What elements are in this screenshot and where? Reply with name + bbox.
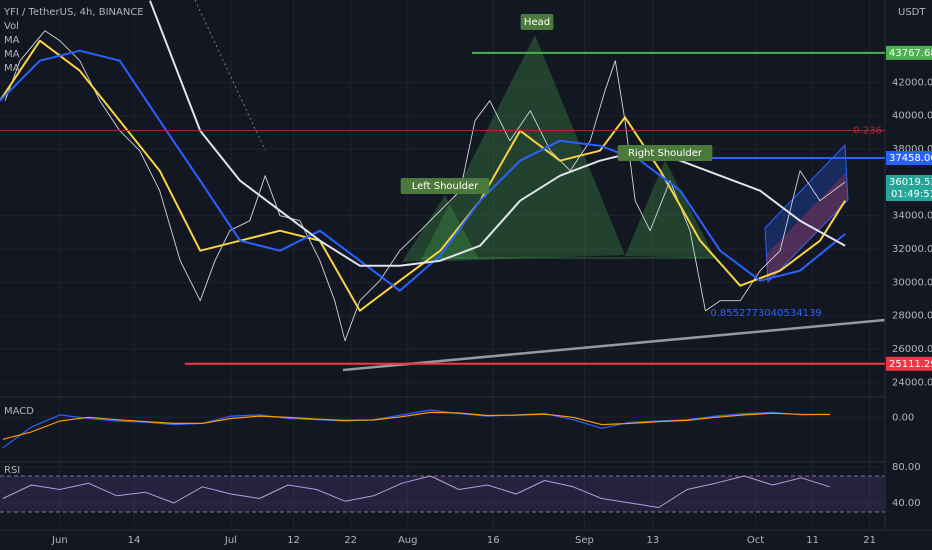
macd-title: MACD (4, 406, 34, 417)
y-tick-label: 24000.00 (892, 377, 932, 388)
x-tick-label: Jul (224, 535, 237, 546)
y-tick-label: 42000.00 (892, 77, 932, 88)
labels: Jun 14 Jul 12 22 Aug 16 Sep 13 Oct 11 21 24000.00 260… (51, 14, 932, 546)
price-level-tag (886, 356, 932, 371)
y-tick-label: 80.00 (892, 462, 921, 473)
grid (0, 0, 885, 530)
dotted-line (194, 0, 266, 151)
right-shoulder-triangle (625, 160, 715, 258)
annotation: Head (524, 17, 550, 28)
legend-ma: MA (4, 35, 20, 46)
x-tick-label: Sep (575, 535, 594, 546)
annotation: 0.8552773040534139 (710, 308, 821, 319)
x-tick-label: 21 (863, 535, 876, 546)
y-tick-label: 32000.00 (892, 244, 932, 255)
marks (0, 0, 885, 508)
channel-lower (766, 172, 848, 282)
price-level-tag (886, 45, 932, 60)
annotation-box (617, 145, 713, 161)
head-triangle (420, 35, 625, 262)
x-tick-label: 11 (806, 535, 819, 546)
x-tick-label: Oct (747, 535, 764, 546)
price-level-tag (886, 151, 932, 166)
series-line (4, 30, 846, 342)
symbol-title: YFI / TetherUS, 4h, BINANCE (3, 7, 144, 18)
annotation-box (400, 178, 490, 194)
last-price-tag (886, 175, 932, 202)
annotation: Right Shoulder (628, 148, 703, 159)
x-tick-label: 12 (287, 535, 300, 546)
x-tick-label: 13 (647, 535, 660, 546)
y-tick-label: 26000.00 (892, 344, 932, 355)
left-shoulder-triangle (402, 195, 478, 262)
y-tick-label: 40000.00 (892, 111, 932, 122)
annotation: Left Shoulder (412, 181, 479, 192)
x-tick-label: 14 (128, 535, 141, 546)
y-tick-label: 40.00 (892, 498, 921, 509)
legend-ma: MA (4, 63, 20, 74)
y-tick-label: 30000.00 (892, 277, 932, 288)
x-tick-label: 16 (487, 535, 500, 546)
y-tick-label: 0.00 (892, 412, 914, 423)
x-tick-label: Aug (398, 535, 418, 546)
rsi-title: RSI (4, 465, 20, 476)
series-line (0, 49, 846, 292)
series-line (2, 411, 830, 440)
series-line (2, 409, 830, 449)
last-price-label: 36019.53 (889, 177, 932, 188)
x-tick-label: 22 (344, 535, 357, 546)
price-level-label: 25111.29 (889, 359, 932, 370)
legend-vol: Vol (4, 21, 19, 32)
price-level-label: 37458.00 (889, 153, 932, 164)
countdown-label: 01:49:51 (891, 189, 932, 200)
y-tick-label: 38000.00 (892, 144, 932, 155)
legend-ma: MA (4, 49, 20, 60)
annotation-box (520, 14, 554, 30)
fib-level-label: 0.236 (853, 126, 882, 137)
y-tick-label: 28000.00 (892, 311, 932, 322)
price-level-label: 43767.68 (889, 48, 932, 59)
series-line (0, 39, 846, 312)
trendline (342, 318, 886, 372)
x-tick-label: Jun (51, 535, 68, 546)
series-line (2, 475, 830, 508)
unit-label: USDT (898, 7, 926, 18)
series-line (149, 0, 846, 267)
y-tick-label: 34000.00 (892, 211, 932, 222)
